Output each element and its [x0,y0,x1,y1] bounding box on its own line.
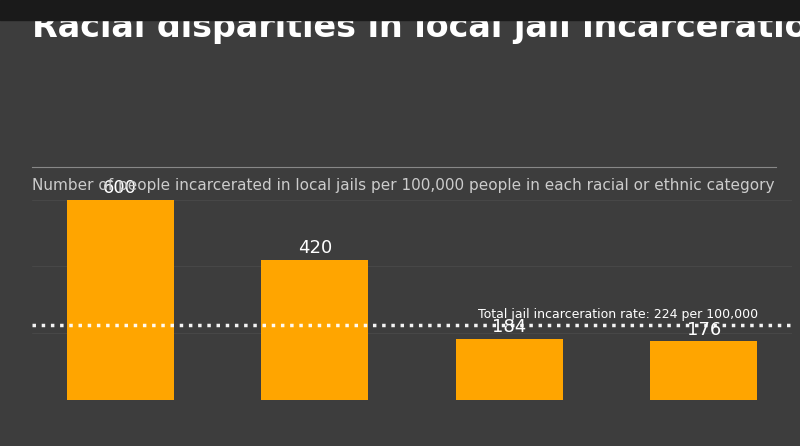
Text: 176: 176 [687,321,721,339]
Text: Racial disparities in local jail incarceration rates, 2019: Racial disparities in local jail incarce… [32,11,800,44]
Bar [456,339,563,401]
Bar [261,260,368,401]
Bar [650,342,758,401]
Text: 420: 420 [298,239,332,257]
Text: Total jail incarceration rate: 224 per 100,000: Total jail incarceration rate: 224 per 1… [478,308,758,321]
Text: Number of people incarcerated in local jails per 100,000 people in each racial o: Number of people incarcerated in local j… [32,178,774,194]
Text: 184: 184 [492,318,526,336]
Text: 600: 600 [103,179,137,197]
Bar [66,200,174,401]
